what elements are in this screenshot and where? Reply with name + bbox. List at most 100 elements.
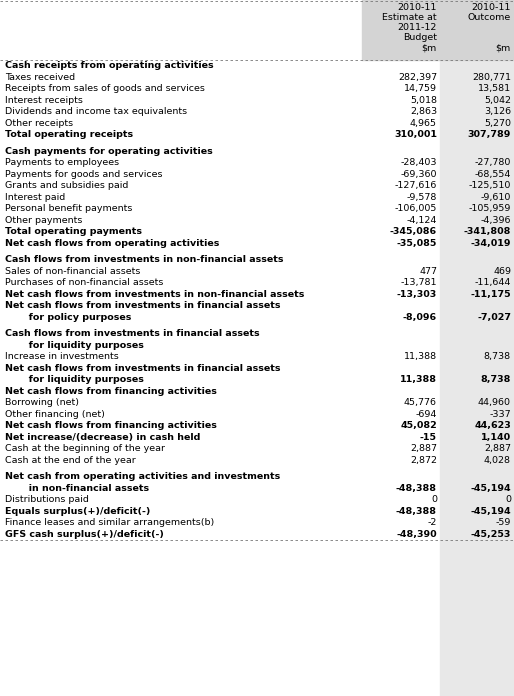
Text: Taxes received: Taxes received: [5, 73, 75, 81]
Text: -68,554: -68,554: [474, 170, 511, 179]
Text: 14,759: 14,759: [404, 84, 437, 93]
Text: Receipts from sales of goods and services: Receipts from sales of goods and service…: [5, 84, 205, 93]
Text: 2,863: 2,863: [410, 107, 437, 116]
Text: $m: $m: [422, 43, 437, 52]
Bar: [362, 0, 514, 60]
Text: $m: $m: [495, 43, 511, 52]
Text: -35,085: -35,085: [397, 239, 437, 248]
Text: Total operating receipts: Total operating receipts: [5, 130, 133, 139]
Text: Cash at the beginning of the year: Cash at the beginning of the year: [5, 444, 165, 453]
Text: Purchases of non-financial assets: Purchases of non-financial assets: [5, 278, 163, 287]
Text: Net cash flows from investments in financial assets: Net cash flows from investments in finan…: [5, 301, 281, 310]
Text: -45,194: -45,194: [470, 507, 511, 516]
Text: 477: 477: [419, 267, 437, 276]
Text: -8,096: -8,096: [403, 313, 437, 322]
Text: -106,005: -106,005: [395, 204, 437, 213]
Text: -4,396: -4,396: [481, 216, 511, 225]
Text: -27,780: -27,780: [474, 158, 511, 167]
Text: 280,771: 280,771: [472, 73, 511, 81]
Text: -48,388: -48,388: [396, 484, 437, 493]
Text: -59: -59: [495, 519, 511, 528]
Text: Cash at the end of the year: Cash at the end of the year: [5, 456, 136, 465]
Text: 8,738: 8,738: [481, 375, 511, 384]
Text: -34,019: -34,019: [470, 239, 511, 248]
Text: Net cash flows from financing activities: Net cash flows from financing activities: [5, 421, 217, 430]
Text: 5,270: 5,270: [484, 119, 511, 128]
Text: Payments to employees: Payments to employees: [5, 158, 119, 167]
Text: 11,388: 11,388: [404, 352, 437, 361]
Text: -11,644: -11,644: [474, 278, 511, 287]
Text: 1,140: 1,140: [481, 433, 511, 442]
Text: Cash receipts from operating activities: Cash receipts from operating activities: [5, 61, 214, 70]
Text: for liquidity purposes: for liquidity purposes: [19, 375, 144, 384]
Text: 45,776: 45,776: [404, 398, 437, 407]
Text: Equals surplus(+)/deficit(-): Equals surplus(+)/deficit(-): [5, 507, 151, 516]
Text: -337: -337: [489, 410, 511, 419]
Text: Interest receipts: Interest receipts: [5, 96, 83, 105]
Text: Sales of non-financial assets: Sales of non-financial assets: [5, 267, 140, 276]
Text: Finance leases and similar arrangements(b): Finance leases and similar arrangements(…: [5, 519, 214, 528]
Text: for liquidity purposes: for liquidity purposes: [19, 341, 144, 350]
Text: 11,388: 11,388: [400, 375, 437, 384]
Text: -345,086: -345,086: [390, 228, 437, 236]
Text: Cash flows from investments in financial assets: Cash flows from investments in financial…: [5, 329, 260, 338]
Text: Net cash flows from investments in financial assets: Net cash flows from investments in finan…: [5, 364, 281, 373]
Text: in non-financial assets: in non-financial assets: [19, 484, 149, 493]
Text: 4,965: 4,965: [410, 119, 437, 128]
Text: Distributions paid: Distributions paid: [5, 496, 89, 504]
Text: 5,018: 5,018: [410, 96, 437, 105]
Text: Net cash from operating activities and investments: Net cash from operating activities and i…: [5, 473, 280, 481]
Text: -4,124: -4,124: [407, 216, 437, 225]
Text: -69,360: -69,360: [400, 170, 437, 179]
Text: 282,397: 282,397: [398, 73, 437, 81]
Text: Estimate at: Estimate at: [382, 13, 437, 22]
Text: -13,781: -13,781: [400, 278, 437, 287]
Text: -28,403: -28,403: [400, 158, 437, 167]
Text: Net increase/(decrease) in cash held: Net increase/(decrease) in cash held: [5, 433, 200, 442]
Text: -105,959: -105,959: [469, 204, 511, 213]
Text: -13,303: -13,303: [397, 290, 437, 299]
Text: 5,042: 5,042: [484, 96, 511, 105]
Text: 2010-11: 2010-11: [472, 3, 511, 12]
Text: -694: -694: [416, 410, 437, 419]
Text: Total operating payments: Total operating payments: [5, 228, 142, 236]
Text: -9,578: -9,578: [407, 193, 437, 202]
Text: Cash payments for operating activities: Cash payments for operating activities: [5, 147, 213, 156]
Text: 0: 0: [431, 496, 437, 504]
Text: 45,082: 45,082: [400, 421, 437, 430]
Bar: [440, 60, 514, 696]
Text: 469: 469: [493, 267, 511, 276]
Text: Grants and subsidies paid: Grants and subsidies paid: [5, 181, 128, 190]
Text: -15: -15: [420, 433, 437, 442]
Text: 44,623: 44,623: [474, 421, 511, 430]
Text: 44,960: 44,960: [478, 398, 511, 407]
Text: -341,808: -341,808: [464, 228, 511, 236]
Text: -7,027: -7,027: [477, 313, 511, 322]
Text: Interest paid: Interest paid: [5, 193, 65, 202]
Text: -9,610: -9,610: [481, 193, 511, 202]
Text: 310,001: 310,001: [394, 130, 437, 139]
Text: for policy purposes: for policy purposes: [19, 313, 132, 322]
Text: Payments for goods and services: Payments for goods and services: [5, 170, 162, 179]
Text: 8,738: 8,738: [484, 352, 511, 361]
Text: Net cash flows from operating activities: Net cash flows from operating activities: [5, 239, 219, 248]
Text: -45,194: -45,194: [470, 484, 511, 493]
Text: Other financing (net): Other financing (net): [5, 410, 105, 419]
Text: -11,175: -11,175: [470, 290, 511, 299]
Text: Other payments: Other payments: [5, 216, 82, 225]
Text: Personal benefit payments: Personal benefit payments: [5, 204, 133, 213]
Text: Budget: Budget: [403, 33, 437, 42]
Text: 13,581: 13,581: [478, 84, 511, 93]
Text: Net cash flows from financing activities: Net cash flows from financing activities: [5, 387, 217, 396]
Text: -127,616: -127,616: [395, 181, 437, 190]
Text: Increase in investments: Increase in investments: [5, 352, 119, 361]
Text: 2,887: 2,887: [484, 444, 511, 453]
Text: 0: 0: [505, 496, 511, 504]
Text: Outcome: Outcome: [468, 13, 511, 22]
Text: -125,510: -125,510: [469, 181, 511, 190]
Text: 2,872: 2,872: [410, 456, 437, 465]
Text: GFS cash surplus(+)/deficit(-): GFS cash surplus(+)/deficit(-): [5, 530, 164, 539]
Text: 2,887: 2,887: [410, 444, 437, 453]
Text: 4,028: 4,028: [484, 456, 511, 465]
Text: Other receipts: Other receipts: [5, 119, 73, 128]
